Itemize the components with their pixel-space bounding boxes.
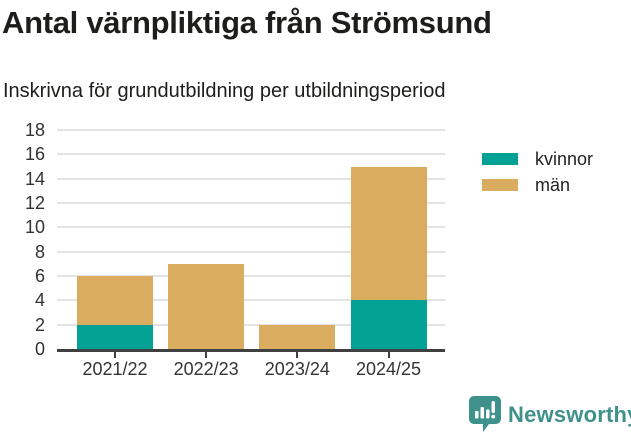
legend-label-man: män [535, 175, 571, 195]
y-tick-label-8: 8 [34, 241, 45, 262]
x-tick-2023-24 [296, 352, 299, 358]
chart-subtitle: Inskrivna för grundutbildning per utbild… [3, 80, 446, 102]
newsworthy-logo-icon [469, 396, 501, 432]
bar-segment-kvinnor-2021-22 [77, 324, 153, 349]
x-tick-label-2021-22: 2021/22 [82, 359, 148, 379]
y-tick-label-2: 2 [34, 314, 45, 335]
x-tick-label-2023-24: 2023/24 [264, 359, 330, 379]
gridline-y14 [57, 177, 445, 180]
bar-segment-kvinnor-2024-25 [350, 300, 427, 349]
bar-segment-män-2021-22 [77, 276, 153, 325]
x-tick-2022-23 [205, 352, 208, 358]
y-tick-label-18: 18 [24, 120, 45, 140]
newsworthy-brand-name: Newsworthy [508, 401, 631, 427]
gridline-y12 [57, 202, 445, 204]
bar-segment-män-2022-23 [168, 263, 245, 349]
gridline-y10 [57, 226, 445, 229]
y-tick-label-14: 14 [24, 168, 45, 189]
chart-title: Antal värnpliktiga från Strömsund [2, 5, 492, 40]
gridline-y2 [57, 323, 445, 326]
y-tick-label-0: 0 [34, 339, 45, 359]
gridline-y16 [57, 153, 445, 156]
bar-segment-män-2024-25 [350, 166, 427, 301]
legend-item-kvinnor: kvinnor [482, 146, 593, 172]
x-tick-label-2024-25: 2024/25 [355, 359, 422, 379]
x-tick-2024-25 [387, 352, 390, 358]
gridline-y18 [57, 129, 445, 131]
y-tick-label-4: 4 [34, 290, 45, 311]
y-tick-label-10: 10 [24, 217, 45, 238]
x-tick-label-2022-23: 2022/23 [173, 359, 239, 379]
y-tick-label-16: 16 [24, 144, 45, 165]
legend-label-kvinnor: kvinnor [535, 149, 594, 169]
legend-swatch-kvinnor [482, 153, 518, 165]
legend-swatch-man [482, 179, 518, 191]
legend-item-man: män [482, 172, 593, 198]
bar-segment-män-2023-24 [259, 324, 336, 349]
y-tick-label-12: 12 [24, 193, 45, 213]
newsworthy-brand: Newsworthy [469, 396, 631, 433]
plot-area [57, 129, 445, 352]
gridline-y4 [57, 299, 445, 302]
legend: kvinnor män [482, 146, 593, 198]
gridline-y8 [57, 250, 445, 253]
x-tick-2021-22 [114, 352, 116, 358]
y-tick-label-6: 6 [34, 266, 45, 286]
gridline-y6 [57, 275, 445, 277]
